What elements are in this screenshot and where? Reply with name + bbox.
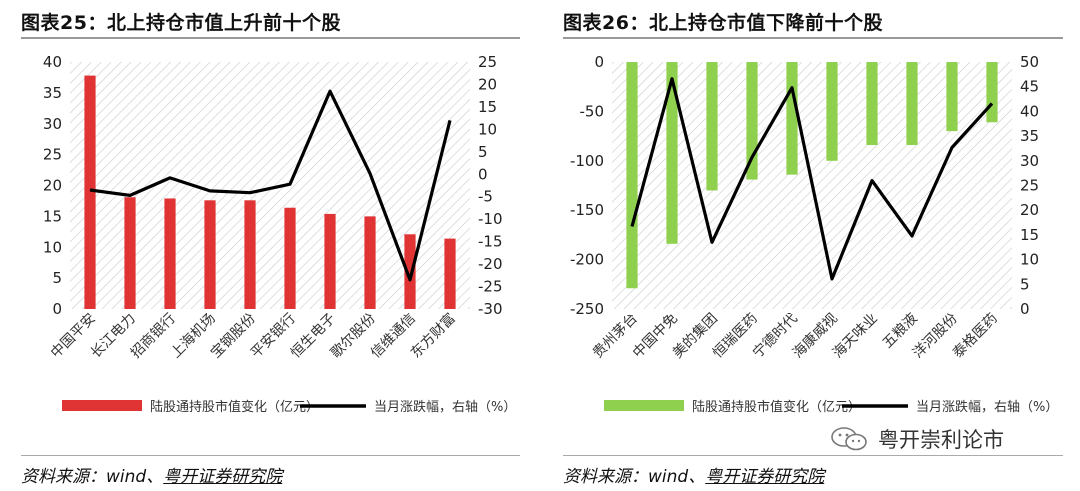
left-y-tick-right: 0 <box>478 165 488 183</box>
right-y-tick-right: 20 <box>1020 201 1039 219</box>
left-bar <box>364 216 376 309</box>
right-bar <box>746 62 758 180</box>
left-source-rule <box>21 455 520 456</box>
left-y-tick-left: 20 <box>43 177 62 195</box>
right-bar <box>826 62 838 161</box>
right-y-tick-left: 0 <box>594 53 604 71</box>
left-y-tick-left: 0 <box>52 300 62 318</box>
right-bar <box>666 62 678 244</box>
left-y-tick-right: -30 <box>478 300 503 318</box>
left-legend-bar-swatch <box>62 400 142 411</box>
right-chart-title: 图表26：北上持仓市值下降前十个股 <box>563 12 883 34</box>
right-legend-bar-label: 陆股通持股市值变化（亿元） <box>692 399 861 415</box>
left-y-tick-left: 5 <box>52 269 62 287</box>
right-title-rule <box>563 37 1063 39</box>
right-y-tick-right: 30 <box>1020 152 1039 170</box>
left-bar <box>444 238 456 309</box>
right-y-tick-left: -100 <box>570 152 604 170</box>
brand-watermark: 粤开崇利论市 <box>830 424 1004 454</box>
left-bar <box>84 75 96 310</box>
right-line-series <box>630 77 994 281</box>
left-y-tick-right: 15 <box>478 98 497 116</box>
left-bar <box>284 207 296 309</box>
left-y-tick-right: -10 <box>478 210 503 228</box>
right-y-tick-left: -250 <box>570 300 604 318</box>
left-y-tick-right: -15 <box>478 233 503 251</box>
left-line-series <box>89 89 452 282</box>
left-plot-area <box>70 62 470 309</box>
left-y-tick-left: 10 <box>43 238 62 256</box>
right-y-tick-right: 15 <box>1020 226 1039 244</box>
right-bar <box>986 62 998 123</box>
left-y-tick-left: 25 <box>43 146 62 164</box>
right-y-tick-left: -50 <box>580 102 605 120</box>
left-y-tick-right: -20 <box>478 255 503 273</box>
left-legend-bar-label: 陆股通持股市值变化（亿元） <box>150 399 319 415</box>
wechat-icon <box>831 427 867 451</box>
left-chart: 0 5 10 15 20 25 30 35 40 -30 -25 -20 -15 -10 -5 0 5 10 15 2… <box>43 53 516 415</box>
left-y-tick-right: -5 <box>478 188 493 206</box>
right-bar <box>626 62 638 289</box>
left-source-note: 资料来源：wind、粤开证券研究院 <box>21 462 282 487</box>
left-y-tick-right: 10 <box>478 120 497 138</box>
right-y-tick-right: 25 <box>1020 177 1039 195</box>
right-y-tick-right: 0 <box>1020 300 1030 318</box>
right-y-tick-left: -150 <box>570 201 604 219</box>
right-bar <box>866 62 878 145</box>
right-y-tick-right: 40 <box>1020 102 1039 120</box>
right-source-prefix: 资料来源：wind、 <box>563 467 706 487</box>
left-y-tick-left: 40 <box>43 53 62 71</box>
left-title-rule <box>21 37 520 39</box>
left-bar <box>404 234 416 309</box>
left-y-tick-left: 15 <box>43 207 62 225</box>
right-y-tick-right: 50 <box>1020 53 1039 71</box>
left-bar <box>324 213 336 309</box>
right-x-tick-label: 海天味业 <box>830 311 881 362</box>
right-bar <box>786 62 798 175</box>
right-bar <box>946 62 958 132</box>
left-y-tick-left: 35 <box>43 84 62 102</box>
left-chart-title: 图表25：北上持仓市值上升前十个股 <box>21 12 341 34</box>
left-y-tick-left: 30 <box>43 115 62 133</box>
right-source-note: 资料来源：wind、粤开证券研究院 <box>563 462 824 487</box>
right-legend-bar-swatch <box>604 400 684 411</box>
left-legend-line-label: 当月涨跌幅，右轴（%） <box>374 399 516 415</box>
left-bar <box>244 200 256 309</box>
left-source-org: 粤开证券研究院 <box>163 467 283 487</box>
left-y-tick-right: 25 <box>478 53 497 71</box>
left-bar <box>164 198 176 309</box>
right-bar <box>906 62 918 145</box>
right-y-tick-right: 45 <box>1020 78 1039 96</box>
right-y-tick-left: -200 <box>570 251 604 269</box>
right-source-org: 粤开证券研究院 <box>705 467 825 487</box>
left-bar <box>124 197 136 309</box>
right-y-tick-right: 5 <box>1020 275 1030 293</box>
left-x-tick-label: 东方财富 <box>407 310 459 362</box>
right-x-tick-label: 泰格医药 <box>950 311 1001 362</box>
brand-name: 粤开崇利论市 <box>878 428 1004 452</box>
right-y-tick-right: 35 <box>1020 127 1039 145</box>
left-source-prefix: 资料来源：wind、 <box>21 467 164 487</box>
left-y-tick-right: 20 <box>478 75 497 93</box>
right-y-tick-right: 10 <box>1020 251 1039 269</box>
left-y-tick-right: -25 <box>478 278 503 296</box>
right-bar <box>706 62 718 191</box>
right-source-rule <box>563 455 1063 456</box>
left-y-tick-right: 5 <box>478 143 488 161</box>
right-legend-line-label: 当月涨跌幅，右轴（%） <box>916 399 1058 415</box>
right-chart: -250 -200 -150 -100 -50 0 0 5 10 15 20 25 30 35 40 45 50… <box>570 53 1058 415</box>
left-bar <box>204 200 216 309</box>
